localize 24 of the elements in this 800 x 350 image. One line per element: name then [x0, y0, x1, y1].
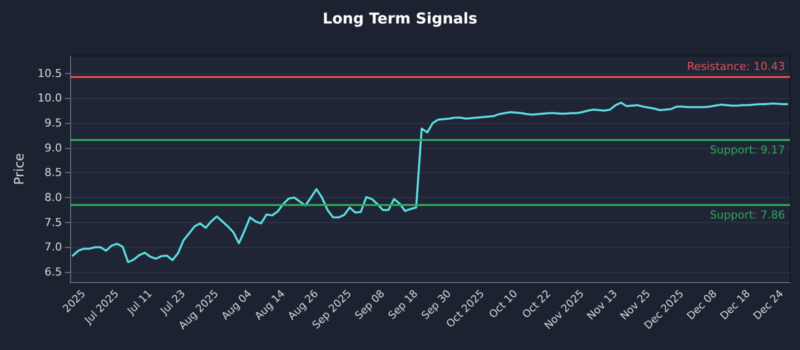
- x-tick-label: Jul 11: [124, 288, 155, 318]
- y-axis-title: Price: [12, 153, 28, 185]
- x-tick-label: Jul 23: [158, 288, 188, 318]
- y-tick-label: 10.5: [38, 66, 62, 80]
- y-tick-label: 7.0: [44, 240, 62, 254]
- y-tick-label: 6.5: [44, 266, 62, 279]
- x-tick-label: Sep 18: [386, 288, 420, 322]
- y-tick-label: 9.0: [44, 141, 62, 154]
- ref-line-label: Support: 7.86: [710, 208, 785, 222]
- ref-line-label: Support: 9.17: [710, 143, 785, 156]
- chart-title: Long Term Signals: [322, 10, 478, 28]
- line-series: [72, 102, 788, 264]
- x-tick-label: Dec 18: [718, 288, 753, 322]
- x-tick-label: Dec 08: [684, 288, 720, 322]
- x-tick-label: Oct 10: [486, 288, 520, 321]
- y-tick-label: 8.0: [44, 191, 62, 204]
- y-tick-label: 8.5: [44, 166, 62, 180]
- x-tick-label: Sep 08: [352, 288, 388, 322]
- y-tick-label: 10.0: [38, 92, 62, 105]
- x-tick-label: Nov 13: [585, 288, 620, 323]
- y-tick-label: 9.5: [44, 116, 62, 130]
- y-tick-label: 7.5: [44, 216, 62, 229]
- ref-line-label: Resistance: 10.43: [687, 60, 785, 73]
- x-tick-label: Dec 24: [751, 288, 786, 322]
